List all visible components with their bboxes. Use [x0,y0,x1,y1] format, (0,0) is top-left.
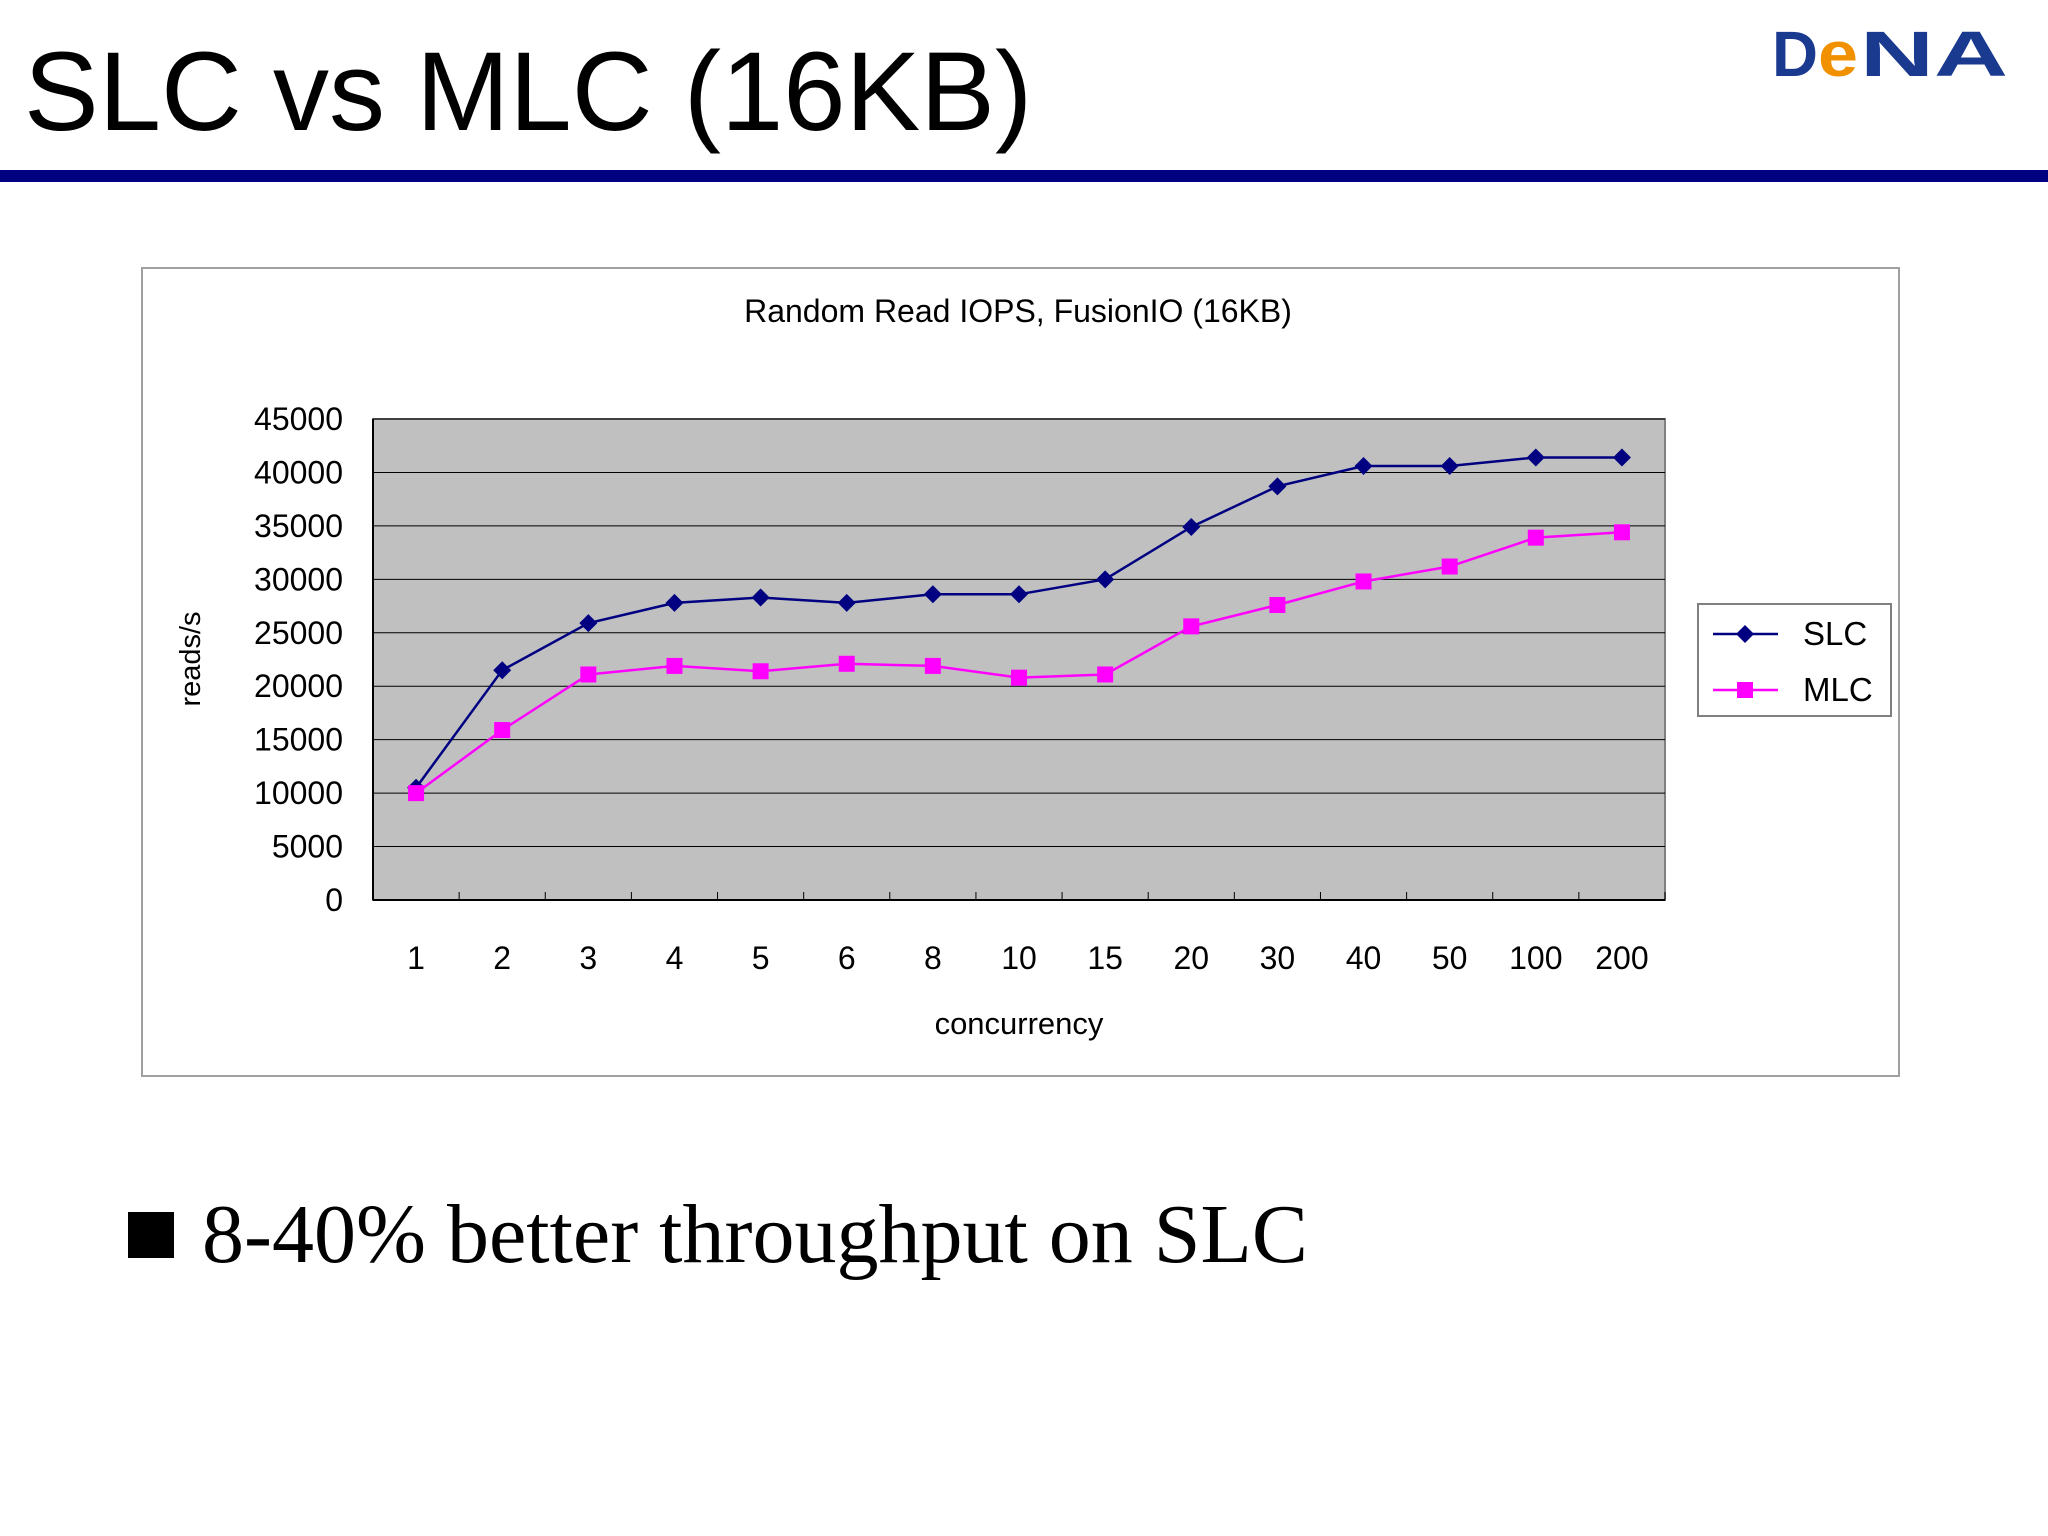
slide-title: SLC vs MLC (16KB) [24,29,1033,154]
data-point-mlc [580,666,597,683]
y-tick-label: 30000 [254,561,343,597]
data-point-mlc [1355,573,1372,590]
data-point-mlc [1613,524,1630,541]
svg-text:D: D [1772,18,1818,88]
y-tick-label: 5000 [272,829,343,865]
data-point-slc [751,588,770,607]
chart-title: Random Read IOPS, FusionIO (16KB) [744,293,1292,329]
x-tick-label: 30 [1260,940,1296,976]
data-point-slc [1182,517,1201,536]
plot-area [372,418,1666,901]
data-point-mlc [494,722,511,739]
data-point-mlc [1183,618,1200,635]
x-tick-label: 15 [1087,940,1123,976]
x-tick-label: 1 [407,940,425,976]
x-tick-label: 6 [838,940,856,976]
y-tick-label: 10000 [254,775,343,811]
data-point-mlc [924,657,941,674]
y-tick-label: 20000 [254,668,343,704]
legend-marker-mlc [1737,682,1753,698]
y-axis-label: reads/s [175,611,207,706]
data-point-slc [923,585,942,604]
data-point-slc [665,593,684,612]
svg-text:NA: NA [1860,18,2008,88]
data-point-slc [1268,477,1287,496]
chart-frame: Random Read IOPS, FusionIO (16KB) reads/… [141,267,1900,1077]
y-tick-label: 25000 [254,615,343,651]
data-point-slc [1440,457,1459,476]
data-point-mlc [666,657,683,674]
data-point-slc [1526,448,1545,467]
data-point-slc [493,661,512,680]
x-tick-label: 20 [1173,940,1209,976]
legend-label-mlc: MLC [1803,671,1873,708]
svg-text:e: e [1818,18,1858,88]
x-tick-label: 4 [666,940,684,976]
y-tick-label: 15000 [254,722,343,758]
data-point-mlc [1097,666,1114,683]
x-tick-label: 50 [1432,940,1468,976]
data-point-mlc [408,785,425,802]
x-tick-label: 5 [752,940,770,976]
data-point-slc [1354,457,1373,476]
data-point-mlc [752,663,769,680]
x-tick-label: 200 [1595,940,1648,976]
legend-marker-slc [1736,625,1754,643]
data-point-mlc [1269,596,1286,613]
y-tick-label: 45000 [254,401,343,437]
y-tick-label: 40000 [254,454,343,490]
bullet-square-icon [128,1212,174,1258]
title-rule [0,170,2048,182]
x-tick-label: 100 [1509,940,1562,976]
x-tick-label: 8 [924,940,942,976]
bullet-item: 8-40% better throughput on SLC [128,1180,1308,1290]
data-point-mlc [1011,669,1027,686]
legend-label-slc: SLC [1803,615,1867,652]
data-point-slc [1096,570,1115,589]
chart: Random Read IOPS, FusionIO (16KB) reads/… [175,293,1892,1041]
data-point-slc [1010,585,1028,604]
data-point-mlc [1527,529,1544,546]
legend-box [1697,603,1892,717]
y-tick-label: 35000 [254,508,343,544]
dena-logo: D e NA [1766,18,2026,90]
data-point-slc [579,614,598,633]
data-point-mlc [838,655,855,672]
data-point-slc [1612,448,1631,467]
x-tick-label: 3 [579,940,597,976]
x-tick-label: 2 [493,940,511,976]
bullet-text: 8-40% better throughput on SLC [202,1188,1308,1281]
y-tick-label: 0 [325,882,343,918]
x-tick-label: 10 [1001,940,1037,976]
x-tick-label: 40 [1346,940,1382,976]
data-point-slc [837,593,856,612]
data-point-mlc [1441,558,1458,575]
x-axis-label: concurrency [935,1006,1104,1041]
